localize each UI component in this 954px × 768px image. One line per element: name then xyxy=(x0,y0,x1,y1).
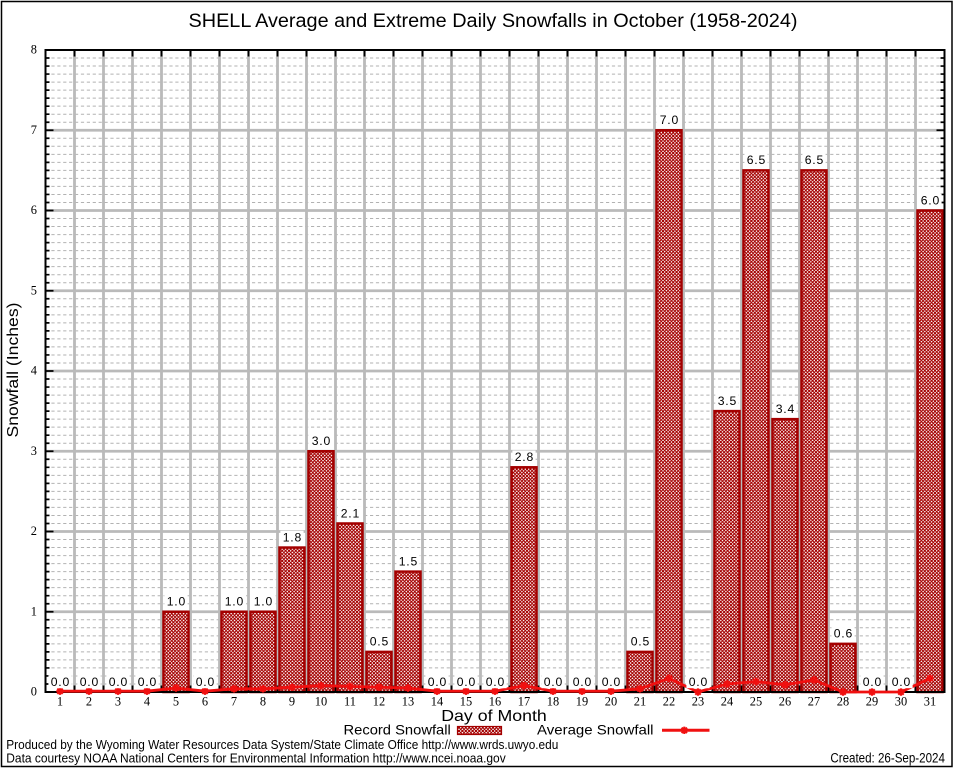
svg-text:Snowfall (Inches): Snowfall (Inches) xyxy=(5,303,22,438)
svg-text:Data courtesy NOAA National Ce: Data courtesy NOAA National Centers for … xyxy=(6,751,506,766)
svg-text:Average Snowfall: Average Snowfall xyxy=(537,721,654,737)
svg-text:20: 20 xyxy=(605,695,617,709)
svg-text:19: 19 xyxy=(576,695,588,709)
svg-text:1.5: 1.5 xyxy=(399,554,418,568)
svg-text:0.0: 0.0 xyxy=(863,675,882,689)
svg-text:0.0: 0.0 xyxy=(457,675,476,689)
svg-text:7: 7 xyxy=(231,695,237,709)
svg-text:0.0: 0.0 xyxy=(689,675,708,689)
svg-text:30: 30 xyxy=(895,695,907,709)
svg-text:0.0: 0.0 xyxy=(573,675,592,689)
svg-text:Produced by the Wyoming Water: Produced by the Wyoming Water Resources … xyxy=(6,737,558,752)
svg-text:0.0: 0.0 xyxy=(544,675,563,689)
svg-text:SHELL Average and Extreme Dail: SHELL Average and Extreme Daily Snowfall… xyxy=(189,10,798,32)
svg-text:6.5: 6.5 xyxy=(747,153,766,167)
svg-text:6.0: 6.0 xyxy=(921,193,940,207)
svg-text:22: 22 xyxy=(663,695,675,709)
svg-text:0.0: 0.0 xyxy=(892,675,911,689)
svg-text:17: 17 xyxy=(518,695,530,709)
svg-text:24: 24 xyxy=(721,695,733,709)
svg-text:28: 28 xyxy=(837,695,849,709)
svg-text:0.0: 0.0 xyxy=(80,675,99,689)
svg-text:0.0: 0.0 xyxy=(486,675,505,689)
svg-text:Created: 26-Sep-2024: Created: 26-Sep-2024 xyxy=(830,750,945,765)
svg-text:16: 16 xyxy=(489,695,501,709)
svg-text:8: 8 xyxy=(260,695,266,709)
svg-text:29: 29 xyxy=(866,695,878,709)
svg-text:3: 3 xyxy=(31,444,37,458)
svg-text:9: 9 xyxy=(289,695,295,709)
svg-text:1: 1 xyxy=(57,695,63,709)
svg-text:3.5: 3.5 xyxy=(718,394,737,408)
svg-text:6: 6 xyxy=(202,695,208,709)
svg-text:23: 23 xyxy=(692,695,704,709)
svg-text:0.6: 0.6 xyxy=(834,627,853,641)
svg-text:0.0: 0.0 xyxy=(51,675,70,689)
svg-text:3.0: 3.0 xyxy=(312,434,331,448)
svg-text:1.0: 1.0 xyxy=(254,595,273,609)
svg-text:1.0: 1.0 xyxy=(225,595,244,609)
svg-text:10: 10 xyxy=(315,695,327,709)
svg-text:0.0: 0.0 xyxy=(428,675,447,689)
svg-text:13: 13 xyxy=(402,695,414,709)
svg-text:5: 5 xyxy=(31,283,37,297)
svg-text:0.5: 0.5 xyxy=(370,635,389,649)
svg-text:1: 1 xyxy=(31,604,37,618)
svg-text:2: 2 xyxy=(31,524,37,538)
svg-text:14: 14 xyxy=(431,695,443,709)
svg-text:0.0: 0.0 xyxy=(109,675,128,689)
svg-text:Record Snowfall: Record Snowfall xyxy=(344,721,451,737)
svg-text:27: 27 xyxy=(808,695,820,709)
svg-text:12: 12 xyxy=(373,695,385,709)
svg-text:0.0: 0.0 xyxy=(196,675,215,689)
svg-text:0.0: 0.0 xyxy=(138,675,157,689)
svg-text:2: 2 xyxy=(86,695,92,709)
svg-text:6: 6 xyxy=(31,203,37,217)
svg-text:0.5: 0.5 xyxy=(631,635,650,649)
svg-text:6.5: 6.5 xyxy=(805,153,824,167)
svg-text:7.0: 7.0 xyxy=(660,113,679,127)
svg-text:1.8: 1.8 xyxy=(283,530,302,544)
svg-text:26: 26 xyxy=(779,695,791,709)
svg-text:0.0: 0.0 xyxy=(602,675,621,689)
svg-text:7: 7 xyxy=(31,123,37,137)
svg-text:3: 3 xyxy=(115,695,121,709)
svg-text:3.4: 3.4 xyxy=(776,402,795,416)
svg-text:4: 4 xyxy=(144,695,150,709)
svg-text:31: 31 xyxy=(924,695,936,709)
svg-text:2.1: 2.1 xyxy=(341,506,360,520)
svg-text:0: 0 xyxy=(31,685,37,699)
svg-text:25: 25 xyxy=(750,695,762,709)
svg-text:21: 21 xyxy=(634,695,646,709)
svg-text:4: 4 xyxy=(31,364,37,378)
svg-text:Day of Month: Day of Month xyxy=(441,708,547,725)
svg-text:1.0: 1.0 xyxy=(167,595,186,609)
svg-text:8: 8 xyxy=(31,43,37,57)
svg-text:2.8: 2.8 xyxy=(515,450,534,464)
svg-text:18: 18 xyxy=(547,695,559,709)
svg-text:5: 5 xyxy=(173,695,179,709)
svg-text:11: 11 xyxy=(344,695,356,709)
svg-text:15: 15 xyxy=(460,695,472,709)
